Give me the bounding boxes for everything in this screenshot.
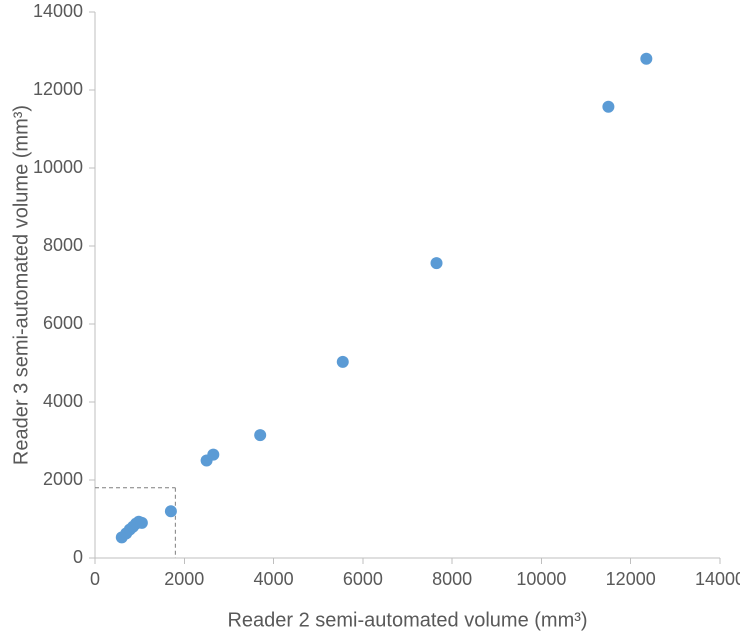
data-point [431, 257, 443, 269]
data-point [602, 101, 614, 113]
y-tick-label: 6000 [43, 313, 83, 333]
x-tick-label: 0 [90, 569, 100, 589]
y-axis-title: Reader 3 semi-automated volume (mm³) [10, 105, 32, 465]
y-tick-label: 10000 [33, 157, 83, 177]
x-tick-label: 6000 [343, 569, 383, 589]
data-point [165, 505, 177, 517]
chart-svg: 0 2000 4000 6000 8000 10000 12000 14000 0 2000 400… [0, 0, 740, 635]
x-tick-label: 4000 [254, 569, 294, 589]
y-tick-label: 4000 [43, 391, 83, 411]
y-tick-label: 0 [73, 547, 83, 567]
x-tick-label: 14000 [695, 569, 740, 589]
y-tick-label: 2000 [43, 469, 83, 489]
data-point [640, 53, 652, 65]
y-tick-label: 12000 [33, 79, 83, 99]
data-point [207, 449, 219, 461]
x-tick-label: 12000 [606, 569, 656, 589]
x-tick-label: 10000 [516, 569, 566, 589]
data-point [254, 429, 266, 441]
x-axis-title: Reader 2 semi-automated volume (mm³) [227, 609, 587, 631]
y-tick-label: 8000 [43, 235, 83, 255]
x-tick-label: 2000 [164, 569, 204, 589]
scatter-chart: 0 2000 4000 6000 8000 10000 12000 14000 0 2000 400… [0, 0, 740, 635]
data-point [337, 356, 349, 368]
x-tick-label: 8000 [432, 569, 472, 589]
data-point [136, 517, 148, 529]
y-tick-label: 14000 [33, 1, 83, 21]
plot-background [0, 0, 740, 635]
